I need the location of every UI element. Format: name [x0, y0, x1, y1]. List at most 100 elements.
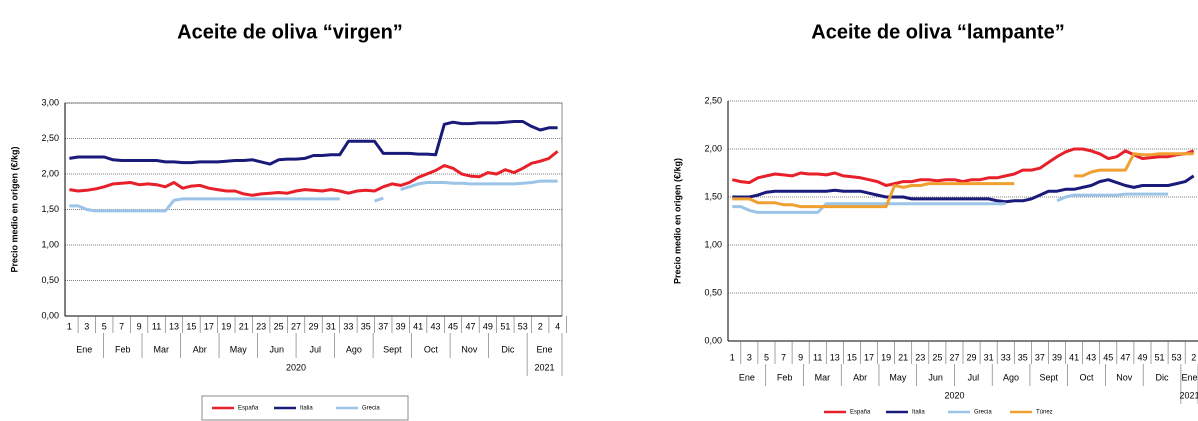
x-tick-label: 13	[169, 321, 179, 331]
y-tick-label: 2,00	[704, 143, 722, 153]
x-tick-label: 47	[465, 321, 475, 331]
x-tick-label: 37	[1035, 352, 1045, 362]
x-tick-label: 27	[949, 352, 959, 362]
x-tick-label: 3	[747, 352, 752, 362]
month-label: Dic	[501, 344, 514, 354]
year-label: 2021	[535, 362, 555, 372]
x-tick-label: 2	[1191, 352, 1196, 362]
x-tick-label: 39	[1052, 352, 1062, 362]
x-tick-label: 9	[798, 352, 803, 362]
x-tick-label: 11	[152, 321, 161, 331]
x-tick-label: 3	[84, 321, 89, 331]
x-tick-label: 53	[518, 321, 528, 331]
y-tick-label: 0,50	[704, 287, 722, 297]
y-tick-label: 2,00	[41, 168, 59, 178]
x-tick-label: 17	[204, 321, 214, 331]
month-label: Mar	[815, 372, 831, 382]
month-label: Jul	[968, 372, 980, 382]
x-tick-label: 53	[1172, 352, 1182, 362]
legend-box	[201, 395, 409, 421]
x-tick-label: 45	[448, 321, 458, 331]
x-tick-label: 1	[67, 321, 72, 331]
y-tick-label: 1,00	[704, 239, 722, 249]
month-label: May	[889, 372, 907, 382]
x-tick-label: 35	[361, 321, 371, 331]
x-tick-label: 19	[221, 321, 231, 331]
x-tick-label: 15	[847, 352, 857, 362]
y-axis-label: Precio medio en origen (€/kg)	[672, 158, 682, 284]
y-tick-label: 1,50	[704, 191, 722, 201]
x-tick-label: 37	[378, 321, 388, 331]
x-tick-label: 43	[1086, 352, 1096, 362]
month-label: May	[230, 344, 248, 354]
x-tick-label: 29	[967, 352, 977, 362]
x-tick-label: 25	[274, 321, 284, 331]
y-tick-label: 0,00	[704, 335, 722, 345]
series-line	[732, 174, 1195, 204]
legend-label: Italia	[300, 406, 313, 412]
month-label: Ene	[1181, 372, 1197, 382]
x-tick-label: 23	[915, 352, 925, 362]
series-line	[731, 147, 1195, 187]
month-label: Mar	[154, 344, 170, 354]
plot-area	[728, 101, 1198, 341]
month-label: Sept	[383, 344, 402, 354]
x-tick-label: 2	[538, 321, 543, 331]
legend-label: Grecia	[974, 410, 992, 416]
x-tick-label: 15	[186, 321, 196, 331]
month-label: Abr	[193, 344, 207, 354]
x-tick-label: 35	[1018, 352, 1028, 362]
month-label: Jun	[928, 372, 943, 382]
year-label: 2021	[1179, 390, 1198, 400]
series-line	[69, 120, 558, 166]
month-label: Sept	[1040, 372, 1059, 382]
series-line	[69, 179, 558, 213]
chart-title: Aceite de oliva “lampante”	[811, 21, 1064, 43]
chart-title: Aceite de oliva “virgen”	[177, 21, 403, 43]
x-tick-label: 9	[137, 321, 142, 331]
x-tick-label: 49	[1137, 352, 1147, 362]
x-tick-label: 17	[864, 352, 874, 362]
x-tick-label: 5	[764, 352, 769, 362]
series-line	[732, 152, 1194, 209]
x-tick-label: 21	[898, 352, 908, 362]
year-label: 2020	[944, 390, 964, 400]
x-tick-label: 45	[1103, 352, 1113, 362]
x-tick-label: 29	[308, 321, 318, 331]
y-tick-label: 2,50	[704, 95, 722, 105]
month-label: Feb	[777, 372, 793, 382]
x-tick-label: 7	[781, 352, 786, 362]
month-label: Ene	[739, 372, 755, 382]
month-label: Feb	[115, 344, 131, 354]
x-tick-label: 43	[431, 321, 441, 331]
x-tick-label: 31	[984, 352, 994, 362]
year-label: 2020	[286, 362, 306, 372]
month-label: Nov	[1116, 372, 1133, 382]
x-tick-label: 51	[500, 321, 510, 331]
month-label: Dic	[1156, 372, 1169, 382]
x-tick-label: 11	[813, 352, 822, 362]
y-axis-label: Precio medio en origen (€/kg)	[9, 146, 19, 272]
x-tick-label: 4	[555, 321, 560, 331]
y-tick-label: 1,50	[41, 204, 59, 214]
y-tick-label: 2,50	[41, 133, 59, 143]
y-tick-label: 0,00	[41, 310, 59, 320]
legend-label: España	[850, 410, 871, 416]
x-tick-label: 41	[413, 321, 423, 331]
month-label: Ago	[1003, 372, 1019, 382]
month-label: Ene	[76, 344, 92, 354]
x-tick-label: 49	[483, 321, 493, 331]
month-label: Nov	[461, 344, 478, 354]
x-tick-label: 27	[291, 321, 301, 331]
x-tick-label: 5	[102, 321, 107, 331]
series-line	[69, 150, 559, 197]
x-tick-label: 1	[730, 352, 735, 362]
x-tick-label: 31	[326, 321, 336, 331]
x-tick-label: 19	[881, 352, 891, 362]
x-tick-label: 25	[932, 352, 942, 362]
x-tick-label: 7	[119, 321, 124, 331]
legend-label: Italia	[912, 410, 925, 416]
month-label: Jun	[270, 344, 285, 354]
month-label: Ene	[537, 344, 553, 354]
